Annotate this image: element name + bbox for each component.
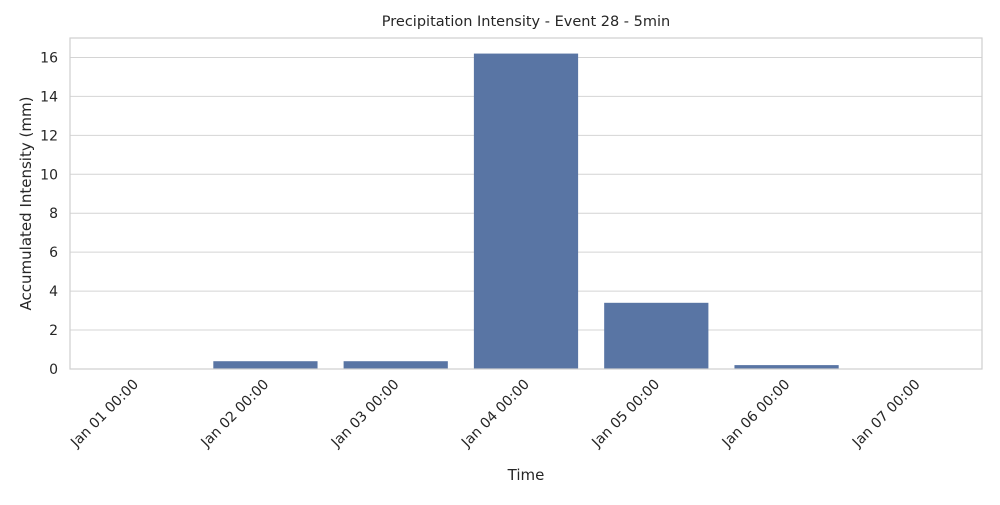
bar	[213, 361, 318, 369]
y-tick-label: 6	[49, 245, 58, 261]
bar	[734, 365, 839, 369]
bar	[604, 302, 709, 369]
plot-frame	[69, 37, 983, 370]
y-tick-labels: 0 2 4 6 8 10 12 14 16	[40, 50, 58, 378]
x-tick-label: Jan 05 00:00	[588, 377, 663, 452]
y-axis-label: Accumulated Intensity (mm)	[17, 97, 35, 311]
y-tick-label: 2	[49, 323, 58, 339]
y-tick-label: 16	[40, 50, 58, 66]
y-tick-label: 0	[49, 362, 58, 378]
x-tick-label: Jan 01 00:00	[67, 377, 142, 452]
x-axis-label: Time	[507, 466, 545, 484]
y-tick-label: 8	[49, 206, 58, 222]
x-tick-label: Jan 07 00:00	[849, 377, 924, 452]
bars	[213, 53, 839, 369]
x-tick-label: Jan 04 00:00	[458, 377, 533, 452]
y-tick-label: 14	[40, 89, 58, 105]
y-tick-label: 12	[40, 128, 58, 144]
y-tick-label: 10	[40, 167, 58, 183]
chart-title: Precipitation Intensity - Event 28 - 5mi…	[382, 14, 670, 30]
x-tick-label: Jan 03 00:00	[328, 377, 403, 452]
x-tick-label: Jan 06 00:00	[719, 377, 794, 452]
x-tick-label: Jan 02 00:00	[198, 377, 273, 452]
bar	[343, 361, 448, 369]
x-tick-labels: Jan 01 00:00 Jan 02 00:00 Jan 03 00:00 Jan …	[67, 377, 923, 452]
bar	[473, 53, 579, 369]
y-tick-label: 4	[49, 284, 58, 300]
